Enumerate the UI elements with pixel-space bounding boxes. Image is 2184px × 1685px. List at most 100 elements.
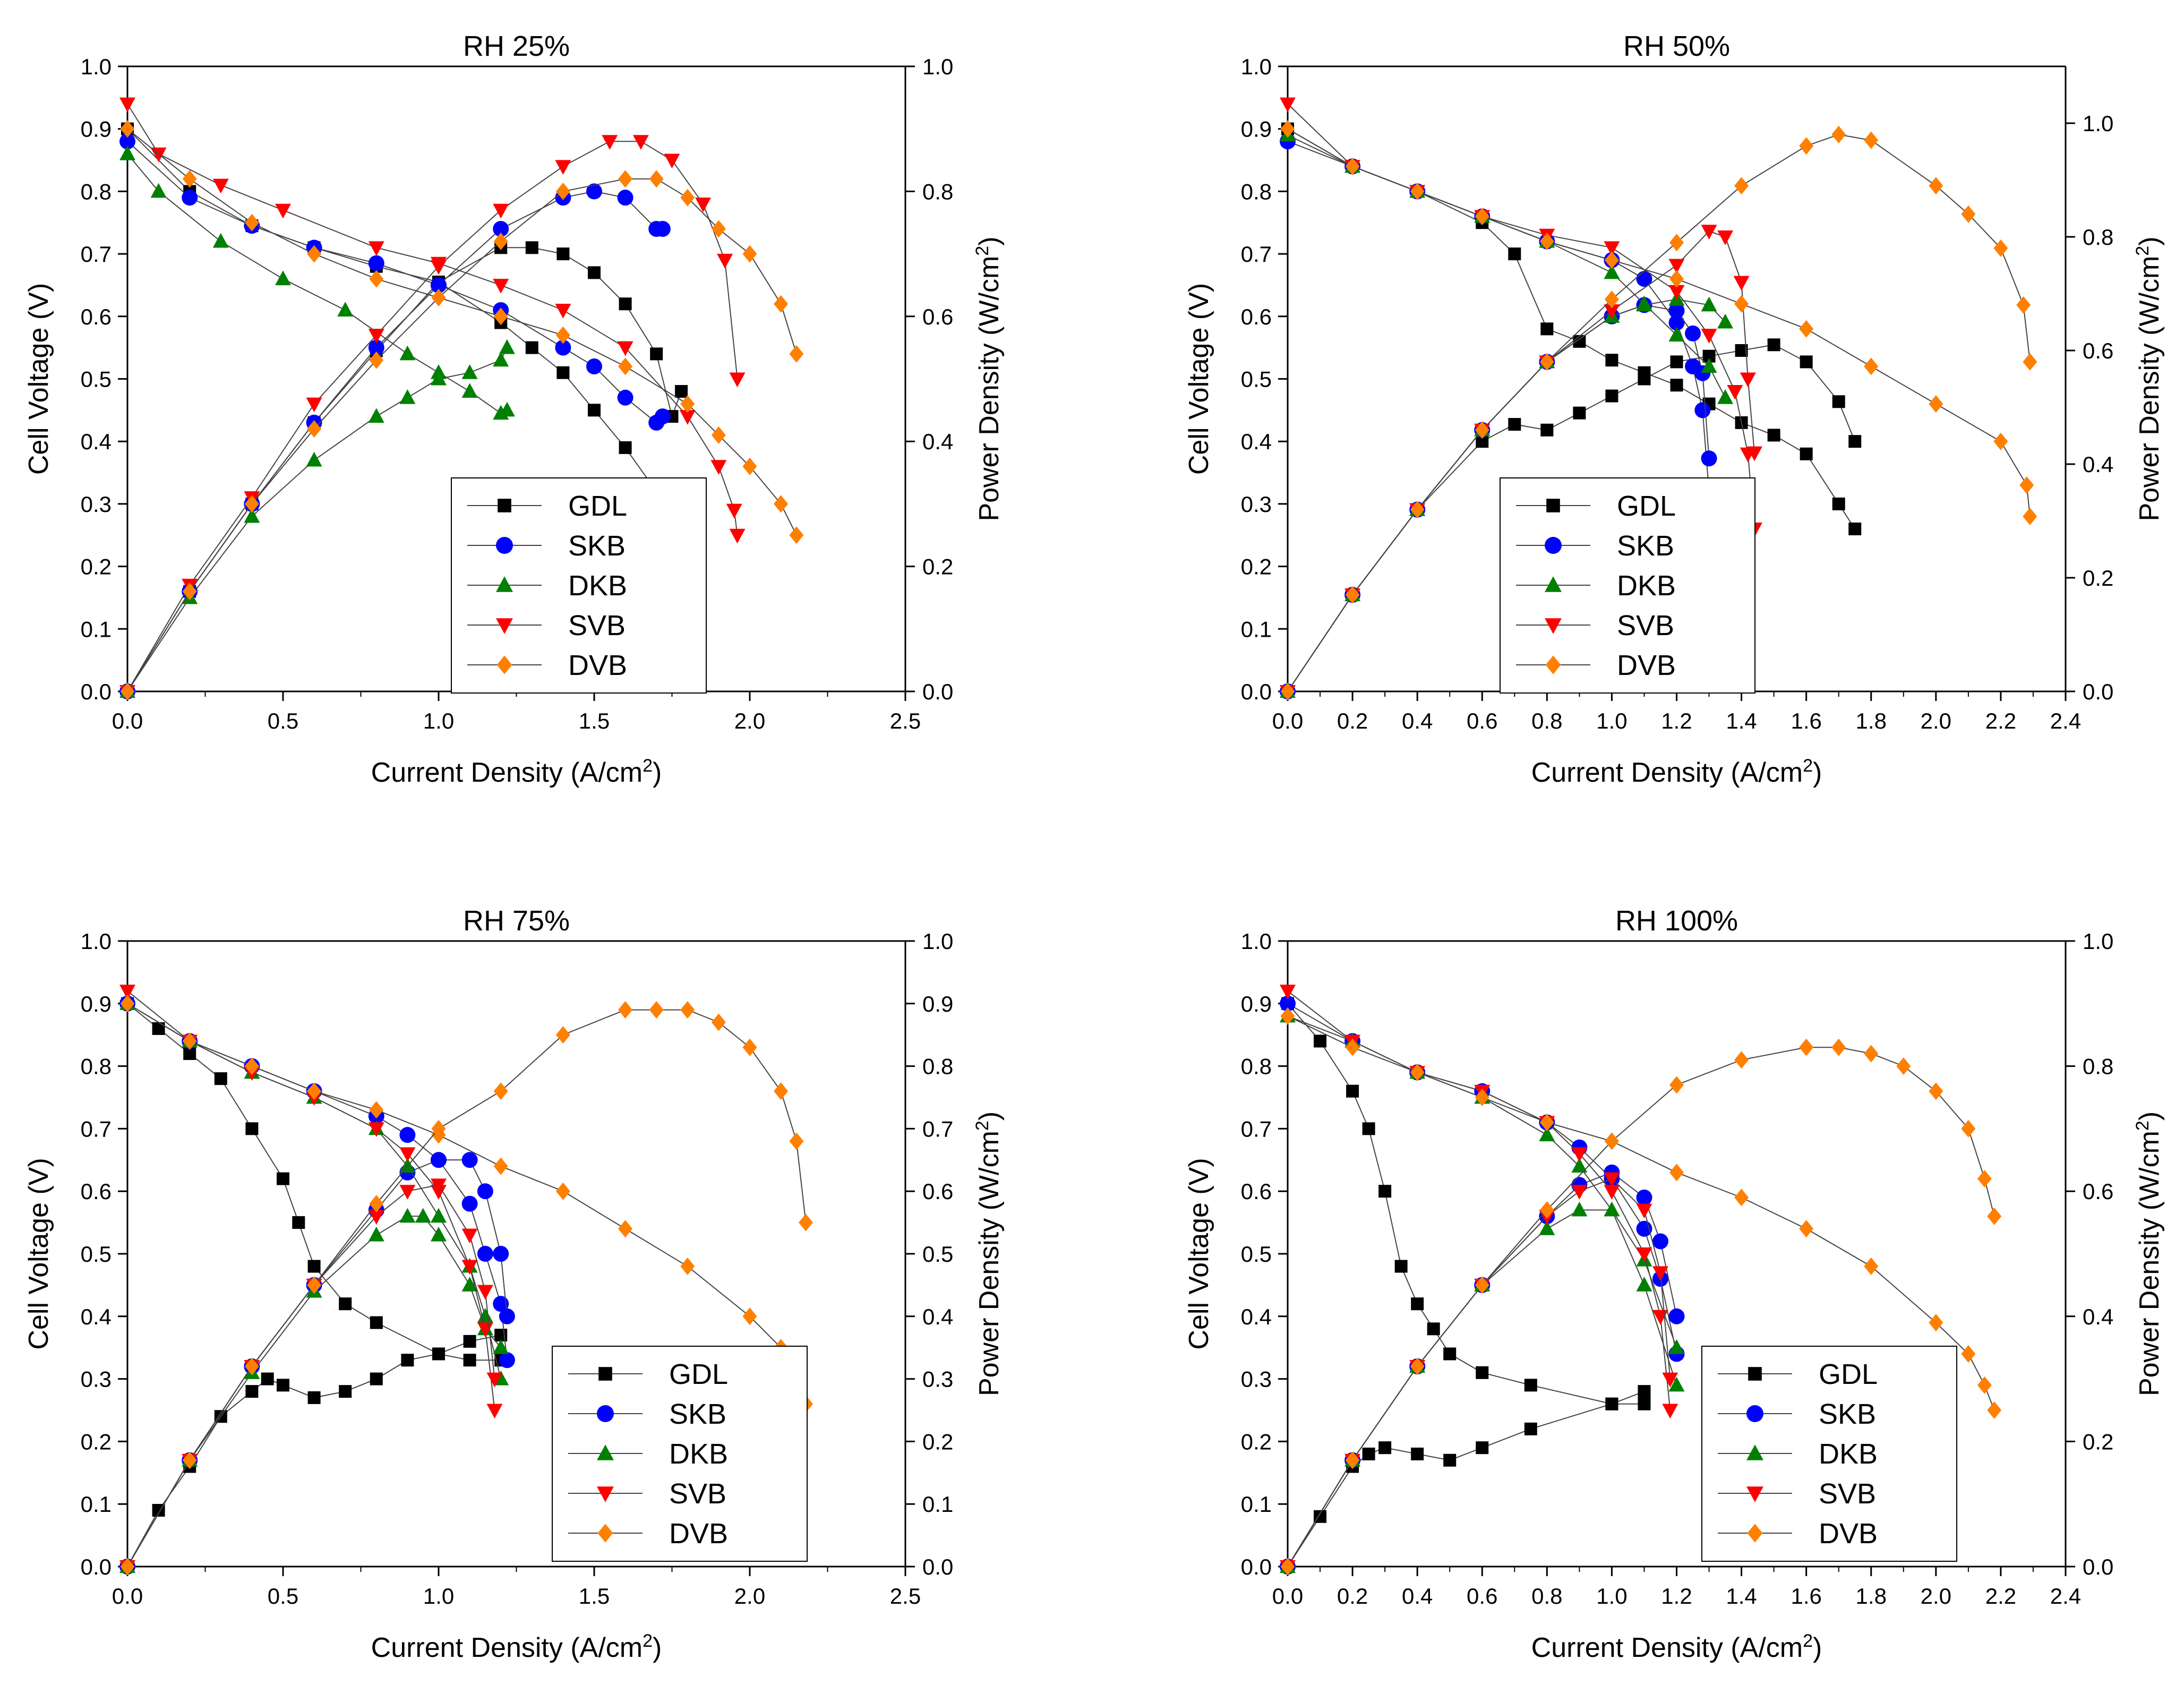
voltage-line: [1287, 128, 1856, 529]
y2-tick-label: 0.4: [922, 1304, 953, 1329]
voltage-point: [461, 383, 478, 398]
voltage-point: [1411, 1297, 1424, 1311]
power-point: [463, 1335, 476, 1348]
voltage-point: [307, 1260, 321, 1273]
voltage-point: [617, 389, 633, 406]
voltage-point: [1636, 1277, 1652, 1291]
power-point: [1832, 395, 1845, 408]
voltage-point: [182, 170, 197, 188]
power-point: [461, 1228, 478, 1244]
power-point: [1571, 1185, 1588, 1200]
y-tick-label: 0.1: [81, 1492, 112, 1517]
power-point: [525, 241, 538, 254]
power-point: [1378, 1441, 1392, 1455]
power-point: [401, 1354, 414, 1367]
voltage-point: [586, 358, 602, 374]
power-point: [664, 153, 680, 169]
power-point: [1929, 1082, 1943, 1100]
voltage-point: [1767, 429, 1780, 442]
y-tick-label: 0.0: [81, 679, 112, 704]
voltage-point: [1977, 1376, 1992, 1394]
y2-axis-title: Power Density (W/cm2): [972, 236, 1005, 521]
y-tick-label: 0.5: [1241, 1242, 1272, 1267]
power-point: [1571, 1201, 1588, 1217]
power-point: [493, 203, 509, 219]
voltage-point: [555, 1182, 570, 1200]
power-point: [339, 1385, 352, 1398]
y-tick-label: 0.5: [81, 367, 112, 392]
voltage-line: [127, 990, 495, 1410]
power-point: [1701, 450, 1717, 467]
y2-tick-label: 0.2: [922, 554, 953, 579]
voltage-point: [212, 178, 229, 194]
y-tick-label: 0.4: [1241, 1304, 1272, 1329]
voltage-point: [275, 270, 291, 286]
y2-tick-label: 1.0: [922, 54, 953, 79]
y-tick-label: 0.0: [1241, 679, 1272, 704]
y-axis-title: Cell Voltage (V): [23, 1158, 54, 1349]
power-point: [182, 1451, 197, 1469]
y2-tick-label: 0.0: [922, 1554, 953, 1579]
legend-label: SVB: [568, 610, 626, 642]
power-point: [244, 495, 259, 513]
y2-tick-label: 0.6: [2083, 338, 2113, 363]
power-point: [1362, 1447, 1375, 1460]
y-tick-label: 1.0: [81, 54, 112, 79]
x-tick-label: 0.8: [1531, 1584, 1562, 1609]
power-point: [1605, 389, 1618, 403]
y2-tick-label: 1.0: [2083, 111, 2113, 136]
voltage-point: [726, 503, 742, 519]
chart-title: RH 100%: [1615, 905, 1738, 937]
x-tick-label: 1.0: [423, 708, 454, 733]
legend-marker: [598, 1367, 612, 1381]
voltage-point: [555, 304, 571, 319]
voltage-point: [1314, 1034, 1327, 1048]
voltage-point: [1668, 327, 1685, 342]
voltage-point: [1604, 1185, 1620, 1200]
voltage-point: [463, 1354, 476, 1367]
chart-panel: RH 25%0.0 0.5 1.0 1.5 2.0 2.50.00.10.20.30.40…: [23, 30, 1005, 788]
x-tick-label: 1.4: [1726, 708, 1757, 733]
voltage-point: [1605, 354, 1618, 367]
y-tick-label: 0.4: [81, 429, 112, 454]
voltage-point: [1540, 322, 1554, 336]
voltage-point: [182, 190, 198, 206]
power-point: [431, 1178, 447, 1194]
power-point: [617, 190, 633, 206]
power-point: [1345, 1451, 1360, 1469]
power-point: [493, 1246, 509, 1262]
voltage-point: [212, 233, 229, 248]
x-tick-label: 1.2: [1661, 1584, 1692, 1609]
power-point: [1746, 446, 1762, 461]
voltage-point: [1604, 264, 1620, 279]
x-tick-label: 1.5: [579, 708, 610, 733]
voltage-point: [368, 255, 384, 271]
voltage-point: [679, 410, 696, 425]
voltage-point: [152, 1022, 165, 1035]
power-point: [1636, 296, 1652, 312]
y2-tick-label: 0.2: [2083, 566, 2113, 591]
power-point: [742, 245, 757, 263]
voltage-point: [1961, 1345, 1976, 1363]
voltage-line: [1287, 128, 2031, 517]
y-tick-label: 0.5: [81, 1242, 112, 1267]
y2-tick-label: 1.0: [922, 929, 953, 954]
voltage-point: [1539, 1114, 1554, 1132]
power-point: [1734, 177, 1749, 195]
voltage-point: [1280, 1007, 1295, 1025]
power-point: [1831, 125, 1846, 143]
x-tick-label: 2.0: [1921, 1584, 1951, 1609]
voltage-point: [307, 245, 322, 263]
power-point: [493, 1082, 508, 1100]
y2-tick-label: 0.4: [2083, 452, 2113, 477]
power-point: [680, 189, 695, 207]
voltage-point: [1476, 1366, 1489, 1379]
voltage-point: [1345, 1038, 1360, 1056]
legend-marker: [1545, 655, 1561, 674]
power-point: [680, 1001, 695, 1019]
power-point: [307, 420, 322, 438]
power-point: [1604, 1132, 1619, 1150]
y2-tick-label: 0.6: [922, 304, 953, 329]
voltage-line: [1287, 990, 1671, 1410]
